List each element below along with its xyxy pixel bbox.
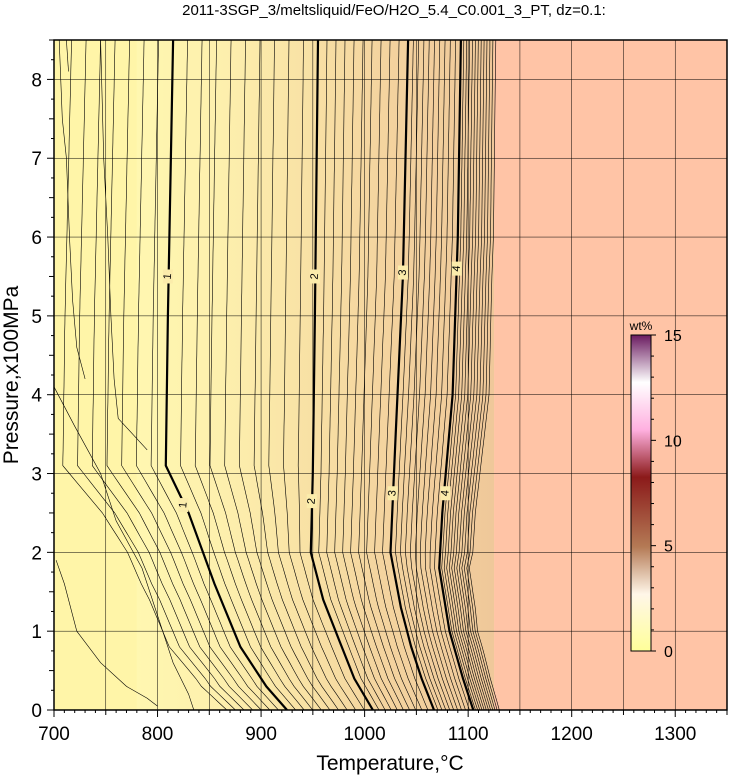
minor-contour-line [239, 40, 331, 710]
minor-contour-line [283, 40, 356, 710]
saturated-region [494, 40, 727, 710]
colorbar-tick-label: 5 [664, 539, 673, 556]
colorbar: wt% 0 5 10 15 [629, 319, 682, 661]
minor-contour-line [419, 40, 458, 710]
contour-label-bg [397, 265, 408, 280]
minor-contour-line [55, 560, 158, 707]
y-tick-label: 1 [31, 622, 42, 643]
y-tick-label: 4 [31, 386, 42, 407]
x-tick-label: 1200 [551, 724, 593, 745]
minor-contour-line [443, 40, 478, 710]
y-axis-label: Pressure,x100MPa [0, 285, 23, 464]
minor-contour-line [180, 40, 296, 710]
contour-label-bg [440, 486, 451, 501]
y-tick-label: 2 [31, 543, 42, 564]
y-tick-label: 5 [31, 307, 42, 328]
minor-contour-line [434, 40, 470, 710]
contour-label-bg [178, 498, 189, 513]
contour-label: 3 [397, 269, 409, 276]
minor-contour-line [91, 40, 245, 710]
minor-contour-line [395, 40, 439, 710]
contour-label: 4 [439, 490, 451, 497]
minor-contour-line [326, 40, 386, 710]
y-tick-label: 0 [31, 701, 42, 722]
minor-contour-line [466, 40, 498, 710]
minor-contour-line [382, 40, 429, 710]
minor-contour-line [409, 40, 450, 710]
minor-contour-line [448, 40, 483, 710]
gradient-region [136, 40, 495, 710]
minor-contour-line [150, 40, 279, 710]
contour-label-bg [387, 486, 398, 501]
contour-label: 2 [306, 498, 318, 505]
minor-contour-line [342, 40, 398, 710]
minor-contour-line [405, 40, 447, 710]
contour-label-bg [162, 269, 173, 284]
minor-contour-line [468, 40, 500, 710]
y-tick-label: 8 [31, 70, 42, 91]
major-contour-3 [389, 40, 436, 710]
minor-contour-line [77, 40, 236, 710]
minor-contour-line [414, 40, 454, 710]
minor-contour-line [121, 40, 262, 710]
x-tick-label: 1000 [343, 724, 385, 745]
colorbar-tick-label: 10 [664, 433, 682, 450]
contour-label: 2 [309, 273, 321, 280]
contour-label-bg [306, 494, 317, 509]
major-contour-1 [164, 40, 288, 710]
contour-label: 1 [162, 273, 174, 280]
minor-contour-line [453, 40, 487, 710]
minor-contour-line [458, 40, 491, 710]
y-tick-label: 7 [31, 149, 42, 170]
major-contours: 1 1 2 2 3 3 4 4 [162, 40, 475, 710]
minor-contour-line [456, 40, 489, 710]
minor-contour-line [224, 40, 322, 710]
minor-contour-line [253, 40, 339, 710]
minor-contour-line [461, 40, 494, 710]
x-tick-label: 800 [142, 724, 174, 745]
minor-contour-line [374, 40, 423, 710]
chart-title: 2011-3SGP_3/meltsliquid/FeO/H2O_5.4_C0.0… [182, 2, 606, 19]
minor-contour-line [441, 40, 476, 710]
minor-contour-line [106, 40, 253, 710]
x-tick-label: 1300 [654, 724, 696, 745]
y-tick-label: 6 [31, 228, 42, 249]
grid-lines [54, 40, 727, 710]
minor-contour-line [429, 40, 466, 710]
plot-area: 1 1 2 2 3 3 4 4 [54, 40, 727, 710]
contour-label-bg [309, 269, 320, 284]
minor-contour-line [268, 40, 348, 710]
x-tick-label: 1100 [448, 724, 489, 745]
minor-contour-line [366, 40, 416, 710]
minor-contour-line [54, 386, 195, 710]
minor-contour-line [136, 40, 271, 710]
contour-label: 3 [386, 490, 398, 497]
colorbar-label: wt% [629, 319, 653, 333]
minor-contour-line [194, 40, 305, 710]
colorbar-gradient [630, 334, 652, 652]
minor-contour-line [318, 40, 380, 710]
x-tick-label: 900 [245, 724, 277, 745]
colorbar-ticks: 0 5 10 15 [651, 328, 682, 661]
colorbar-tick-label: 15 [664, 328, 682, 345]
y-tick-label: 3 [31, 465, 42, 486]
x-tick-label: 700 [38, 724, 70, 745]
contour-label: 4 [451, 265, 463, 272]
x-axis-label: Temperature,°C [316, 752, 463, 775]
colorbar-tick-label: 0 [664, 644, 673, 661]
contour-label: 1 [177, 501, 189, 508]
minor-contour-line [463, 40, 496, 710]
major-contour-2 [309, 40, 374, 710]
minor-contour-line [209, 40, 313, 710]
minor-contour-line [350, 40, 404, 710]
contour-label-bg [451, 261, 462, 276]
minor-contour-line [66, 40, 69, 72]
minor-contour-line [334, 40, 392, 710]
minor-contour-line [424, 40, 462, 710]
minor-contour-line [62, 40, 228, 710]
